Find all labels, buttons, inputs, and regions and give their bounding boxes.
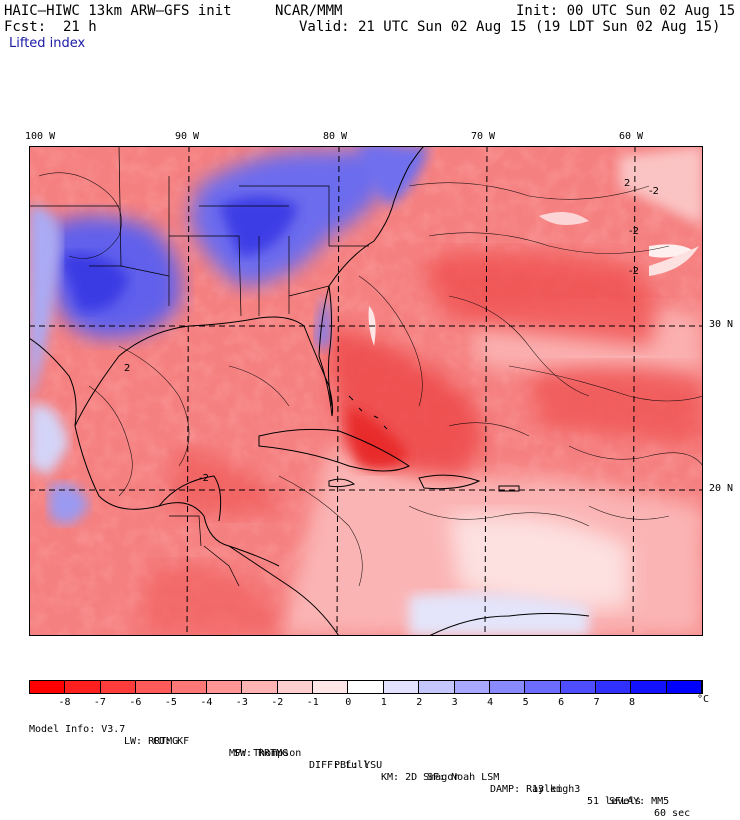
colorbar-unit: °C (697, 694, 710, 705)
grid-lines (29, 146, 703, 636)
colorbar-swatch (65, 681, 101, 693)
colorbar-swatch (136, 681, 172, 693)
colorbar-tick-label: -2 (271, 697, 284, 708)
model-version: Model Info: V3.7 (29, 724, 126, 735)
model-info-line2: LW: RRTMG SW: RRTMG DIFF: full KM: 2D Sm… (29, 724, 729, 808)
colorbar-swatch (30, 681, 66, 693)
colorbar-tick-label: 3 (451, 697, 458, 708)
damping: DAMP: Rayleigh3 (490, 784, 581, 795)
colorbar-swatch (631, 681, 667, 693)
surface-layer: SFLAY: MM5 (609, 796, 670, 807)
map-frame (29, 146, 703, 636)
colorbar (29, 680, 703, 694)
colorbar-tick-label: -3 (235, 697, 248, 708)
colorbar-swatch (100, 681, 137, 693)
model-title: HAIC–HIWC 13km ARW–GFS init (4, 3, 232, 19)
contours (38, 172, 703, 587)
colorbar-swatch (560, 681, 596, 693)
colorbar-swatch (206, 681, 243, 693)
colorbar-tick-label: 6 (558, 697, 565, 708)
colorbar-tick-label: -6 (129, 697, 142, 708)
colorbar-swatch (596, 681, 632, 693)
lifted-index-map: 2 -2 -2 -2 2 -2 (29, 146, 703, 636)
colorbar-tick-label: 5 (522, 697, 529, 708)
colorbar-swatch (383, 681, 420, 693)
colorbar-tick-label: 1 (380, 697, 387, 708)
lon-label: 80 W (323, 131, 348, 142)
colorbar-tick-label: -8 (58, 697, 71, 708)
lon-label: 90 W (175, 131, 200, 142)
colorbar-swatch (419, 681, 455, 693)
colorbar-swatch (348, 681, 384, 693)
colorbar-tick-label: 0 (345, 697, 352, 708)
contour-label: -2 (199, 473, 209, 484)
valid-time: Valid: 21 UTC Sun 02 Aug 15 (19 LDT Sun … (299, 19, 721, 35)
state-borders (29, 146, 369, 317)
eddy-coefficient: KM: 2D Smagor (381, 772, 460, 783)
field-name: Lifted index (9, 36, 86, 51)
lon-label: 100 W (25, 131, 56, 142)
colorbar-swatch (489, 681, 526, 693)
colorbar-tick-label: 2 (416, 697, 423, 708)
lon-label: 60 W (619, 131, 644, 142)
colorbar-tick-label: 8 (629, 697, 636, 708)
colorbar-tick-label: -1 (306, 697, 319, 708)
colorbar-swatch (454, 681, 490, 693)
colorbar-tick-label: 4 (487, 697, 494, 708)
shortwave-scheme: SW: RRTMG (234, 748, 289, 759)
diffusion: DIFF: full (309, 760, 370, 771)
colorbar-swatch (171, 681, 207, 693)
country-borders (169, 515, 240, 587)
colorbar-swatch (666, 681, 703, 693)
colorbar-swatch (313, 681, 349, 693)
init-time: Init: 00 UTC Sun 02 Aug 15 (516, 3, 736, 19)
colorbar-swatch (525, 681, 561, 693)
longwave-scheme: LW: RRTMG (124, 736, 179, 747)
colorbar-tick-label: -5 (164, 697, 177, 708)
contour-label: -2 (649, 186, 659, 197)
organization: NCAR/MMM (275, 3, 343, 19)
contour-label: 2 (624, 178, 630, 189)
colorbar-tick-label: -7 (93, 697, 106, 708)
coastlines (29, 146, 590, 636)
lat-label: 30 N (709, 319, 734, 330)
contour-label: -2 (629, 226, 639, 237)
colorbar-tick-label: 7 (593, 697, 600, 708)
colorbar-swatch (277, 681, 313, 693)
forecast-label: Fcst: (4, 19, 47, 35)
contour-label: -2 (629, 266, 639, 277)
shading (29, 146, 703, 636)
contour-labels: 2 -2 -2 -2 2 -2 (124, 178, 659, 484)
forecast-hour: 21 h (63, 19, 97, 35)
contour-label: 2 (124, 363, 130, 374)
lon-label: 70 W (471, 131, 496, 142)
timestep: 60 sec (654, 808, 691, 819)
colorbar-tick-label: -4 (200, 697, 213, 708)
lat-label: 20 N (709, 483, 734, 494)
colorbar-swatch (242, 681, 278, 693)
